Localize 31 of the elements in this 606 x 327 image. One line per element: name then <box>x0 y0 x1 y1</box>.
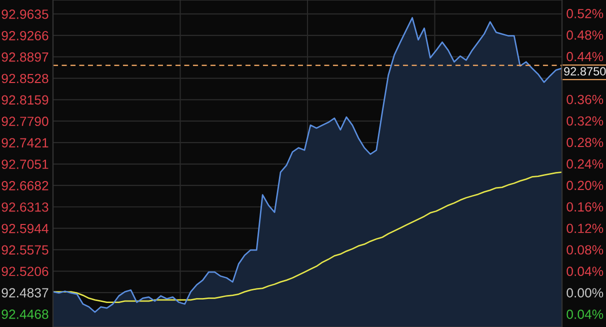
y2-tick-label: 0.16% <box>566 202 604 212</box>
y-tick-label: 92.5575 <box>2 245 48 255</box>
y2-tick-label: 0.24% <box>566 159 604 169</box>
y2-tick-label: 0.28% <box>566 138 604 148</box>
line-series <box>53 172 562 303</box>
y2-tick-label: 0.48% <box>566 30 604 40</box>
y-tick-label: 92.8159 <box>2 95 48 105</box>
y2-tick-label: 0.44% <box>566 52 604 62</box>
ref-line-label: 92.8750 <box>564 67 606 76</box>
y2-tick-label: 0.04% <box>566 310 604 319</box>
y2-tick-label: 0.04% <box>566 266 604 276</box>
y-tick-label: 92.6313 <box>2 202 48 212</box>
y2-tick-label: 0.52% <box>566 8 604 18</box>
y-tick-label: 92.7051 <box>2 160 48 169</box>
y2-tick-label: 0.00% <box>566 288 604 298</box>
y-tick-label: 92.8528 <box>2 74 48 84</box>
y-tick-label: 92.4837 <box>2 288 48 298</box>
y-tick-label: 92.6682 <box>2 181 48 190</box>
y2-tick-label: 0.20% <box>566 180 604 190</box>
y2-tick-label: 0.32% <box>566 116 604 126</box>
y-tick-label: 92.5944 <box>2 224 48 234</box>
y2-tick-label: 0.36% <box>566 94 604 104</box>
y-tick-label: 92.5206 <box>2 266 48 276</box>
y-tick-label: 92.9266 <box>2 30 48 40</box>
y-tick-label: 92.7790 <box>2 116 48 126</box>
y-tick-label: 92.9635 <box>2 10 48 19</box>
y-tick-label: 92.7421 <box>2 138 48 148</box>
y2-tick-label: 0.08% <box>566 245 604 255</box>
y-tick-label: 92.4468 <box>2 310 48 319</box>
y-tick-label: 92.8897 <box>2 52 48 62</box>
y2-tick-label: 0.12% <box>566 224 604 234</box>
